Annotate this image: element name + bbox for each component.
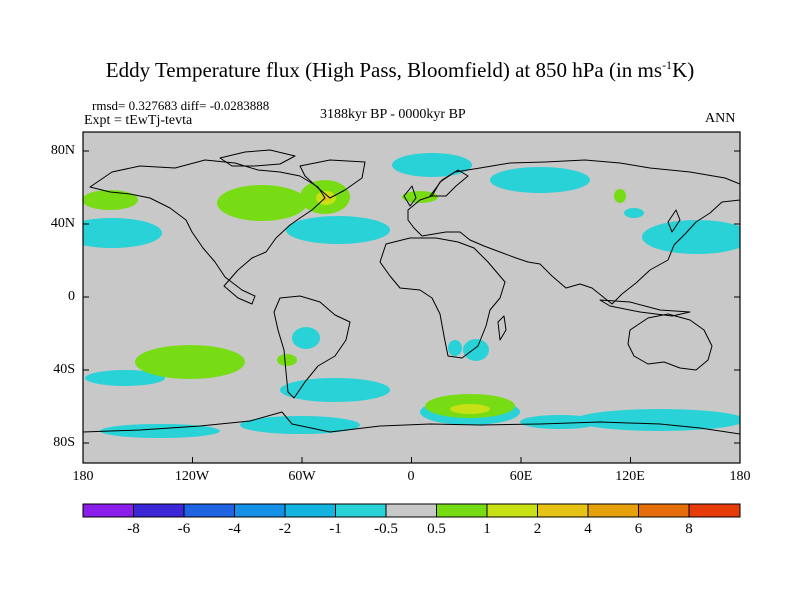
green-patch-asia [614, 189, 626, 203]
experiment-label: Expt = tEwTj-tevta [84, 113, 193, 128]
lon-label-180-west: 180 [72, 469, 94, 484]
colorbar-label-9: 2 [533, 521, 542, 537]
cyan-patch-brazil [292, 327, 320, 349]
coast-greenland [299, 159, 366, 199]
anomaly-fields [83, 149, 740, 438]
coast-antarctica [83, 411, 740, 435]
coast-madagascar [497, 315, 507, 341]
colorbar-box-5 [284, 503, 336, 518]
green-patch-europe [402, 191, 438, 203]
lat-label-0: 0 [68, 289, 75, 304]
cyan-patch-npacific-west [83, 218, 162, 248]
axis-ticks [82, 150, 741, 463]
coast-canadian-islands [219, 149, 296, 167]
stats-line: rmsd= 0.327683 diff= -0.0283888 [92, 98, 270, 113]
cyan-patch-natlantic [286, 216, 390, 244]
lat-label-40s: 40S [53, 362, 75, 377]
green-patch-north-america [217, 185, 307, 221]
coastlines [83, 149, 740, 435]
lat-label-80n: 80N [50, 143, 75, 158]
coast-scandinavia [429, 169, 469, 197]
map-title: Eddy Temperature flux (High Pass, Bloomf… [105, 58, 695, 82]
cyan-patch-asia [624, 208, 644, 218]
coast-japan [667, 209, 681, 233]
colorbar-box-12 [638, 503, 690, 518]
colorbar-label-4: -2 [278, 521, 292, 537]
cyan-patch-nordic [392, 153, 472, 177]
coast-uk [403, 185, 417, 207]
coast-indonesia [599, 299, 691, 317]
coast-africa [379, 237, 506, 359]
lon-label-180-east: 180 [729, 469, 751, 484]
coast-europe-asia [407, 159, 740, 305]
colorbar-label-3: -4 [228, 521, 241, 537]
colorbar [82, 503, 741, 518]
colorbar-label-5: -1 [329, 521, 342, 537]
cyan-patch-npacific-east [642, 220, 740, 254]
yellow-patch-sindian [450, 404, 490, 414]
green-patch-pacific-north [83, 190, 138, 210]
cyan-patch-safrica [463, 339, 489, 361]
colorbar-label-8: 1 [483, 521, 491, 537]
lat-label-80s: 80S [53, 435, 75, 450]
colorbar-box-9 [486, 503, 538, 518]
cyan-patch-southern-ocean-mid [520, 415, 600, 429]
cyan-patch-antarctic-coast [100, 424, 220, 438]
season-label: ANN [705, 111, 736, 126]
lon-label-120w: 120W [174, 469, 210, 484]
colorbar-label-12: 8 [685, 521, 693, 537]
lon-label-60e: 60E [509, 469, 533, 484]
colorbar-box-2 [133, 503, 185, 518]
colorbar-label-1: -8 [127, 521, 140, 537]
coast-south-america [273, 295, 351, 399]
green-patch-spacific [135, 345, 245, 379]
colorbar-label-11: 6 [634, 521, 643, 537]
lon-label-60w: 60W [288, 469, 316, 484]
cyan-patch-satlantic [280, 378, 390, 402]
cyan-patch-safrica-2 [448, 340, 462, 356]
colorbar-label-7: 0.5 [427, 521, 446, 537]
coast-north-america [89, 159, 326, 305]
green-patch-argentina [277, 354, 297, 366]
colorbar-label-6: -0.5 [374, 521, 398, 537]
cyan-patch-southern-ocean-east [575, 409, 740, 431]
period-label: 3188kyr BP - 0000kyr BP [320, 107, 466, 122]
cyan-patch-spacific [85, 370, 165, 386]
colorbar-box-3 [183, 503, 235, 518]
lat-label-40n: 40N [50, 216, 75, 231]
cyan-patch-southern-ocean-west [240, 416, 360, 434]
colorbar-box-4 [234, 503, 286, 518]
colorbar-box-6 [335, 503, 387, 518]
colorbar-label-10: 4 [584, 521, 592, 537]
lon-label-0: 0 [407, 469, 415, 484]
colorbar-box-10 [537, 503, 589, 518]
colorbar-box-8 [436, 503, 488, 518]
coast-australia [627, 313, 713, 371]
cyan-patch-siberia [490, 167, 590, 193]
colorbar-box-1 [82, 503, 134, 518]
colorbar-label-2: -6 [177, 521, 191, 537]
colorbar-box-11 [587, 503, 639, 518]
lon-label-120e: 120E [615, 469, 645, 484]
colorbar-box-7 [385, 503, 437, 518]
colorbar-box-13 [688, 503, 741, 518]
